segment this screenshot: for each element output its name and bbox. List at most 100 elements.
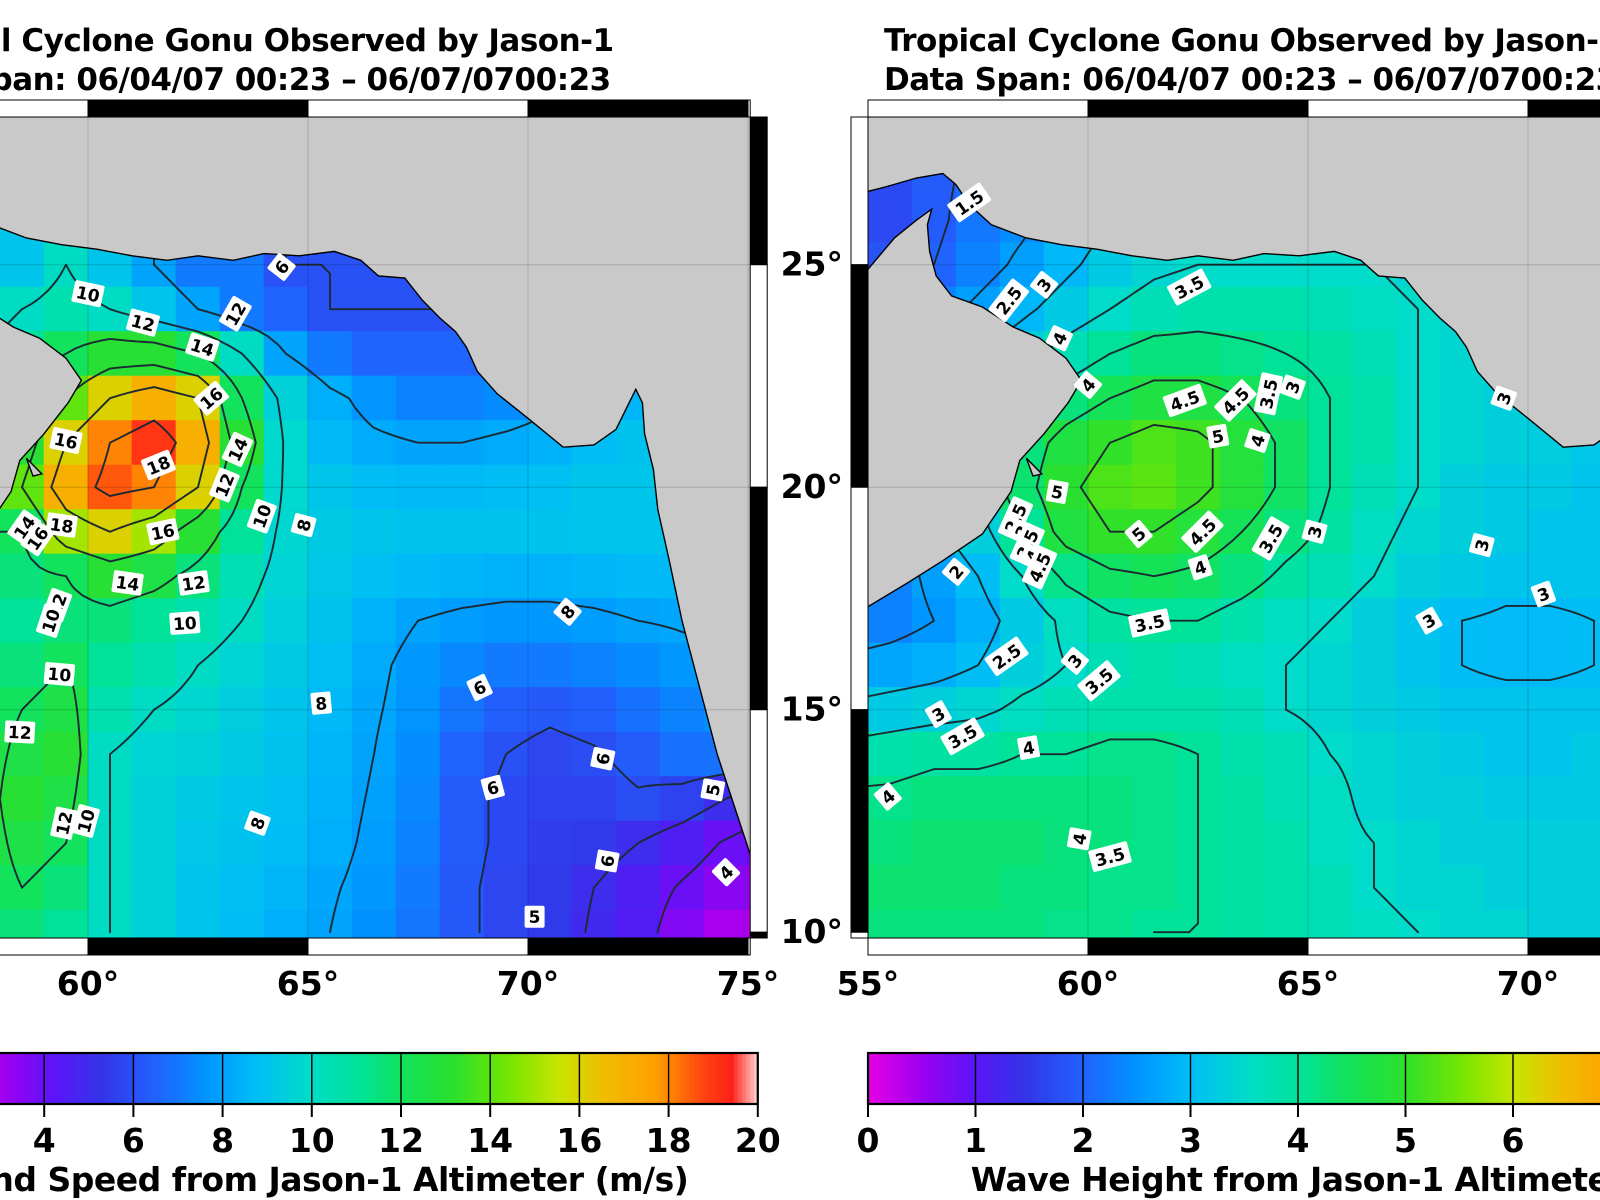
svg-text:8: 8: [315, 694, 329, 715]
right-colorbar-tick-label: 1: [964, 1121, 987, 1160]
left-axis-labels: 55°60°65°70°75°25°20°15°10°: [57, 964, 779, 1003]
wave_height-contour-4: [868, 330, 1331, 934]
left-colorbar-tick-label: 6: [122, 1121, 145, 1160]
land-mass: [868, 117, 1600, 608]
right-x-tick-label: 60°: [1057, 964, 1119, 1003]
svg-text:6: 6: [593, 751, 615, 767]
contour-label: 6: [267, 253, 296, 281]
left-x-tick-label: 60°: [57, 964, 119, 1003]
contour-label: 10: [43, 662, 76, 687]
left-colorbar-tick-label: 16: [556, 1121, 602, 1160]
contour-label: 2: [941, 557, 971, 586]
svg-text:12: 12: [181, 573, 207, 596]
contour-label: 4: [1073, 370, 1103, 399]
wave_height-map: [868, 117, 1600, 938]
contour-label: 4: [1244, 428, 1271, 453]
contour-label: 14: [221, 431, 254, 467]
contour-label: 5: [1045, 479, 1069, 504]
map-frame: [850, 99, 1600, 956]
contour-label: 3: [924, 700, 952, 728]
contour-label: 12: [177, 570, 210, 596]
right-panel-title-block: Tropical Cyclone Gonu Observed by Jason-…: [884, 22, 1600, 100]
land-mass: [0, 117, 751, 857]
graticule: [868, 117, 1600, 938]
svg-text:4: 4: [1070, 831, 1092, 846]
left-colorbar-tick-label: 14: [467, 1121, 513, 1160]
contour-label: 5: [524, 905, 545, 928]
wind_speed-map: [0, 117, 751, 938]
right-colorbar-tick-label: 0: [857, 1121, 880, 1160]
contour-label: 4: [711, 858, 741, 887]
contour-label: 8: [553, 597, 582, 626]
contour-label: 3: [1530, 580, 1556, 608]
svg-text:8: 8: [294, 517, 316, 534]
contour-label: 16: [146, 518, 180, 545]
svg-text:14: 14: [114, 573, 140, 596]
svg-text:3: 3: [1305, 524, 1327, 541]
left-panel-subtitle: Data Span: 06/04/07 00:23 – 06/07/0700:2…: [0, 62, 611, 98]
map-frame: [0, 99, 768, 956]
svg-text:16: 16: [149, 521, 176, 545]
contour-label: 3: [1060, 646, 1089, 675]
contour-label: 3.5: [1088, 841, 1132, 872]
left-colorbar-tick-label: 4: [33, 1121, 56, 1160]
contour-label: 10: [36, 603, 65, 638]
svg-text:10: 10: [47, 665, 72, 687]
wave_height-contour-5: [1079, 423, 1214, 533]
left-colorbar-tick-label: 18: [646, 1121, 692, 1160]
right-colorbar: 012345678: [857, 1051, 1600, 1160]
right-x-tick-label: 70°: [1497, 964, 1559, 1003]
contour-label: 5: [1124, 519, 1153, 549]
svg-text:6: 6: [485, 778, 502, 800]
svg-text:10: 10: [74, 283, 101, 308]
right-colorbar-tick-label: 6: [1502, 1121, 1525, 1160]
svg-text:5: 5: [529, 908, 541, 928]
contour-label: 10: [71, 280, 105, 308]
svg-text:5: 5: [1210, 427, 1225, 449]
contour-label: 14: [111, 570, 144, 596]
left-colorbar-tick-label: 10: [289, 1121, 335, 1160]
svg-text:3: 3: [1472, 537, 1494, 554]
right-panel-title: Tropical Cyclone Gonu Observed by Jason-…: [884, 23, 1600, 59]
svg-text:5: 5: [1049, 482, 1064, 504]
contour-label: 4: [1045, 325, 1073, 352]
left-x-tick-label: 70°: [497, 964, 559, 1003]
contour-label: 12: [209, 467, 240, 503]
contour-label: 3.5: [1128, 608, 1172, 638]
contour-label: 5: [1206, 423, 1230, 449]
right-y-tick-label: 25°: [781, 245, 843, 284]
svg-text:5: 5: [703, 782, 725, 797]
contour-label: 4: [1017, 735, 1041, 760]
left-colorbar-tick-label: 20: [735, 1121, 781, 1160]
right-y-tick-label: 10°: [781, 912, 843, 951]
right-colorbar-tick-label: 2: [1072, 1121, 1095, 1160]
contour-label: 12: [126, 308, 160, 337]
left-colorbar-tick-label: 12: [378, 1121, 424, 1160]
contour-label: 18: [140, 449, 176, 481]
contour-label: 8: [244, 810, 271, 836]
wave_height-contour-4.5: [1035, 379, 1276, 578]
contour-label: 3: [1279, 374, 1306, 400]
contour-label: 6: [466, 673, 493, 702]
right-colorbar-tick-label: 3: [1179, 1121, 1202, 1160]
right-panel-subtitle: Data Span: 06/04/07 00:23 – 06/07/0700:2…: [884, 62, 1600, 98]
contour-label: 3: [1490, 385, 1517, 411]
contour-label: 3: [1029, 270, 1059, 299]
left-panel-title-block: Tropical Cyclone Gonu Observed by Jason-…: [0, 22, 614, 100]
contour-label: 6: [480, 774, 505, 801]
contour-label: 3: [1301, 519, 1328, 544]
contour-label: 4: [873, 782, 902, 811]
wave-colorbar-caption: Wave Height from Jason-1 Altimeter (m): [970, 1160, 1600, 1199]
contour-label: 3: [1415, 606, 1443, 635]
wind_speed-contour-18: [94, 419, 177, 498]
contour-label: 3: [1469, 533, 1495, 558]
wave_height-contour-labels: 1.52.533.5444.54.53.5354554.53.532.533.5…: [873, 182, 1556, 872]
svg-text:16: 16: [52, 430, 79, 454]
contour-label: 10: [246, 498, 277, 534]
contour-label: 8: [310, 691, 332, 715]
right-y-tick-label: 15°: [781, 690, 843, 729]
contour-label: 16: [193, 380, 229, 416]
contour-label: 4: [1187, 554, 1213, 581]
